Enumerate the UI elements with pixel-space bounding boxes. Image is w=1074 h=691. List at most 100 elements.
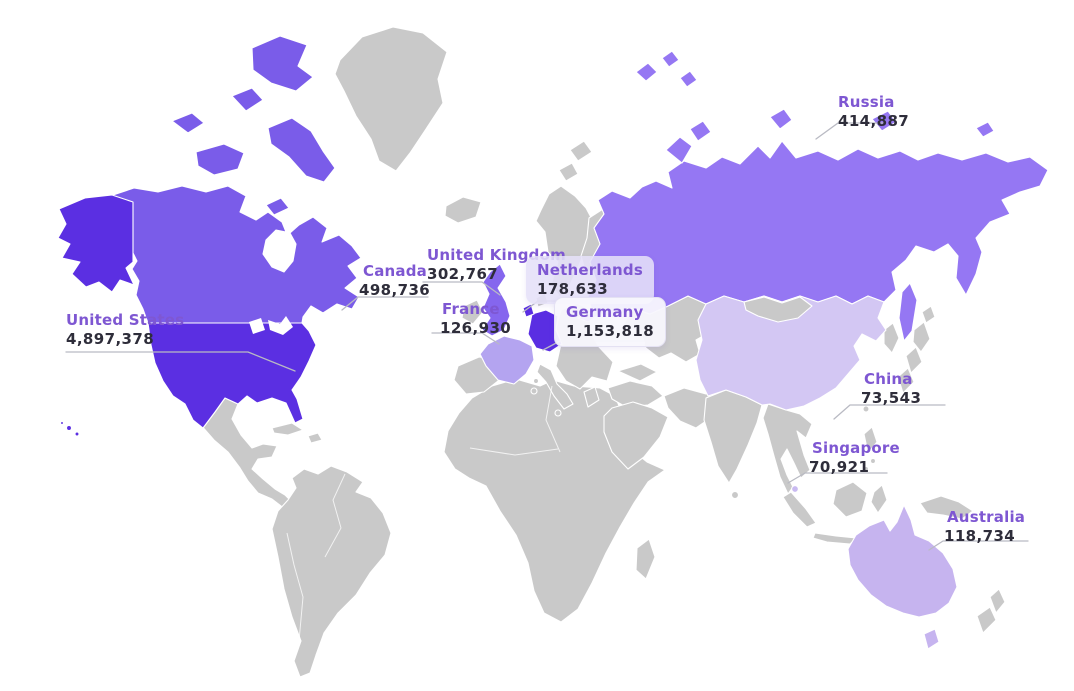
country-japan-south [897, 367, 915, 394]
canada-island-victoria[interactable] [195, 143, 245, 176]
leader-australia [928, 540, 1029, 551]
label-united-kingdom-value: 302,767 [427, 265, 499, 283]
label-china-value: 73,543 [861, 389, 922, 407]
label-china-name: China [864, 370, 913, 388]
island-philippines [863, 426, 878, 454]
country-ireland [461, 299, 484, 325]
island-java [812, 532, 857, 545]
island-corsica [532, 377, 540, 385]
country-united-kingdom-group [481, 263, 511, 337]
russia-island-severnaya[interactable] [769, 108, 793, 130]
label-united-states-value: 4,897,378 [66, 330, 155, 348]
label-singapore: Singapore 70,921 [809, 440, 900, 476]
country-japan-honshu [912, 321, 931, 353]
label-united-states: United States 4,897,378 [66, 312, 184, 348]
island-cuba [271, 422, 304, 436]
region-arabia [603, 401, 669, 470]
country-singapore-group [791, 485, 799, 493]
label-united-states-name: United States [66, 311, 185, 329]
island-madagascar [635, 538, 656, 580]
great-lakes [249, 316, 293, 335]
us-state-hawaii-3[interactable] [59, 420, 65, 426]
country-netherlands-group [522, 303, 535, 318]
island-sicily [554, 409, 562, 417]
island-borneo [832, 481, 868, 518]
island-sulawesi [870, 484, 888, 514]
label-china: China 73,543 [861, 371, 921, 407]
country-australia-group [847, 504, 958, 650]
label-russia-name: Russia [838, 93, 895, 111]
country-mongolia-overlay [743, 296, 813, 323]
country-greenland [334, 26, 448, 172]
country-china-group [695, 295, 887, 411]
island-philippines-3 [862, 465, 870, 473]
island-hispaniola [307, 432, 323, 444]
country-singapore[interactable] [791, 485, 799, 493]
leader-france [431, 332, 500, 345]
country-iceland [444, 196, 482, 224]
label-canada-name: Canada [363, 262, 427, 280]
island-sardinia [530, 387, 538, 395]
leader-united-kingdom [422, 281, 501, 296]
island-new-guinea [919, 495, 974, 520]
label-singapore-name: Singapore [812, 439, 900, 457]
country-france-group [479, 335, 535, 385]
region-caucasus [617, 363, 658, 382]
country-turkey [607, 380, 664, 408]
russia-island-novaya-zemlya-2[interactable] [689, 120, 712, 142]
country-canada-group [109, 35, 362, 324]
country-canada[interactable] [109, 185, 362, 324]
label-netherlands-name: Netherlands [537, 261, 643, 279]
russia-island-sakhalin[interactable] [898, 282, 918, 342]
russia-island-franz-josef-2[interactable] [661, 50, 680, 68]
leader-singapore [787, 472, 888, 484]
leader-canada [341, 296, 429, 311]
leader-russia [815, 122, 886, 140]
russia-island-franz-josef-3[interactable] [679, 70, 698, 88]
canada-island-banks[interactable] [171, 112, 205, 134]
island-sumatra [782, 491, 817, 528]
label-netherlands-value: 178,633 [537, 280, 609, 298]
country-netherlands[interactable] [522, 303, 535, 318]
canada-island-ellesmere[interactable] [251, 35, 314, 92]
country-china[interactable] [695, 295, 887, 411]
country-australia[interactable] [847, 504, 958, 618]
label-france-value: 126,930 [440, 319, 512, 337]
canada-island-southampton[interactable] [265, 197, 290, 216]
label-france: France 126,930 [440, 301, 511, 337]
country-france[interactable] [479, 335, 535, 385]
country-united-kingdom[interactable] [481, 263, 511, 337]
country-greece [583, 386, 600, 408]
region-southeast-asia [762, 403, 813, 495]
canada-island-baffin[interactable] [267, 117, 336, 183]
us-state-hawaii-1[interactable] [65, 424, 73, 432]
country-new-zealand-north [989, 588, 1006, 614]
label-france-name: France [442, 300, 500, 318]
russia-island-new-siberian[interactable] [871, 110, 897, 132]
label-netherlands: Netherlands 178,633 [526, 256, 654, 304]
canada-island-devon[interactable] [231, 87, 264, 112]
russia-island-wrangel[interactable] [975, 121, 995, 138]
label-germany: Germany 1,153,818 [554, 297, 667, 347]
island-taiwan [862, 405, 870, 413]
country-japan-hokkaido [921, 305, 936, 324]
label-australia-value: 118,734 [944, 527, 1016, 545]
label-russia-value: 414,887 [838, 112, 910, 130]
russia-island-novaya-zemlya[interactable] [665, 136, 693, 164]
internal-borders [286, 385, 561, 642]
us-state-hawaii-2[interactable] [74, 431, 80, 437]
country-new-zealand-south [976, 606, 997, 634]
label-russia: Russia 414,887 [838, 94, 909, 130]
australia-island-tasmania[interactable] [923, 628, 940, 650]
us-state-alaska[interactable] [57, 194, 135, 293]
leader-united-states [65, 351, 296, 372]
label-germany-name: Germany [566, 303, 644, 321]
continent-south-america [271, 465, 392, 678]
russia-island-franz-josef-1[interactable] [635, 62, 658, 82]
country-japan-mid [905, 346, 923, 374]
label-singapore-value: 70,921 [809, 458, 870, 476]
label-canada-value: 498,736 [359, 281, 431, 299]
country-united-states[interactable] [147, 322, 317, 429]
